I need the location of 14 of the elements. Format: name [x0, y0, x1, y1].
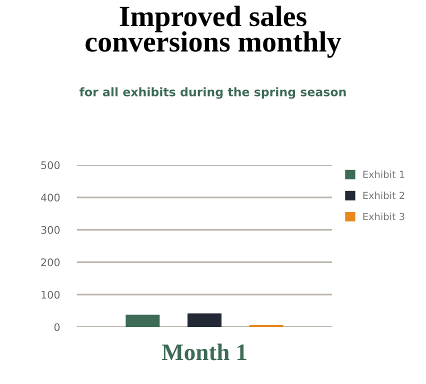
x-tick-label: Month 1 — [162, 344, 246, 360]
chart-title: Improved sales conversions monthly — [86, 6, 342, 58]
y-tick-label: 300 — [41, 226, 60, 234]
y-tick-label: 400 — [40, 194, 60, 202]
y-tick-label: 200 — [41, 258, 60, 266]
y-tick-label: 100 — [42, 290, 60, 299]
legend-label: Exhibit 2 — [363, 192, 404, 200]
legend-label: Exhibit 3 — [363, 212, 404, 220]
bar — [126, 314, 160, 327]
chart-subtitle: for all exhibits during the spring season — [80, 87, 346, 99]
legend-label: Exhibit 1 — [363, 170, 404, 178]
y-tick-label: 500 — [41, 161, 60, 170]
y-tick-label: 0 — [54, 323, 60, 332]
bar — [188, 313, 222, 327]
